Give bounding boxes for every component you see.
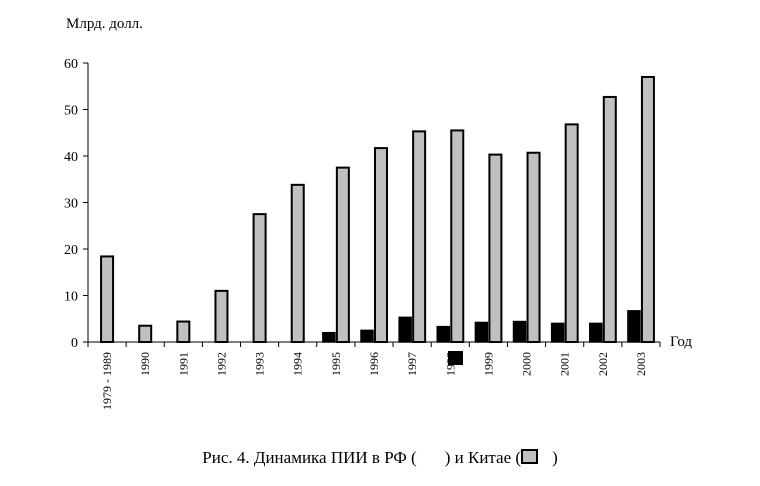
legend-swatch-china xyxy=(521,449,539,464)
bar-russia xyxy=(550,322,565,343)
y-tick-label: 10 xyxy=(64,290,78,305)
bar-china xyxy=(290,183,305,343)
bar-china xyxy=(640,75,655,343)
bar-russia xyxy=(474,321,489,343)
bar-russia xyxy=(398,316,412,343)
y-tick-label: 30 xyxy=(64,197,78,212)
x-tick-label: 1991 xyxy=(176,352,190,376)
bar-russia xyxy=(627,310,641,343)
legend-swatch-russia xyxy=(448,351,463,365)
caption-prefix: Рис. 4. Динамика ПИИ в РФ ( xyxy=(202,448,417,467)
x-tick-label: 1990 xyxy=(138,352,152,376)
y-tick-label: 40 xyxy=(64,150,78,165)
bar-china xyxy=(602,95,617,343)
bar-china xyxy=(488,153,503,343)
y-tick-label: 60 xyxy=(64,57,78,72)
x-tick-label: 2003 xyxy=(634,352,648,376)
bar-china xyxy=(564,123,579,343)
caption-suffix: ) xyxy=(552,448,558,467)
y-tick-label: 0 xyxy=(71,336,78,351)
x-tick-label: 1997 xyxy=(405,352,419,376)
caption-middle: ) и Китае ( xyxy=(444,448,522,467)
x-tick-label: 1992 xyxy=(214,352,228,376)
bar-russia xyxy=(512,320,527,343)
y-axis-label: Млрд. долл. xyxy=(66,16,143,32)
figure-caption: Рис. 4. Динамика ПИИ в РФ ( ) и Китае () xyxy=(0,448,760,468)
bar-china xyxy=(138,324,153,344)
bar-china xyxy=(252,213,267,343)
bar-china xyxy=(335,166,350,343)
bar-china xyxy=(374,147,388,343)
y-tick-label: 20 xyxy=(64,243,78,258)
x-tick-label: 2001 xyxy=(558,352,572,376)
bar-china xyxy=(214,289,229,344)
x-tick-label: 1994 xyxy=(291,352,305,376)
bar-china xyxy=(100,255,115,343)
bar-russia xyxy=(322,331,336,343)
bar-chart: 0 10 20 30 40 50 60 1979 - 1989 1990 1991 1992 1993… xyxy=(64,57,661,410)
bar-russia xyxy=(360,329,374,343)
x-axis-label: Год xyxy=(670,334,693,350)
bar-china xyxy=(526,151,541,343)
y-tick-label: 50 xyxy=(64,104,78,119)
x-tick-label: 2002 xyxy=(596,352,610,376)
bar-china xyxy=(176,320,191,344)
x-tick-label: 2000 xyxy=(520,352,534,376)
x-tick-label: 1993 xyxy=(253,352,267,376)
bar-russia xyxy=(589,322,603,343)
bar-china xyxy=(450,129,465,343)
x-tick-label: 1996 xyxy=(367,352,381,376)
x-tick-label: 1995 xyxy=(329,352,343,376)
x-tick-label: 1999 xyxy=(481,352,495,376)
bar-china xyxy=(412,130,427,343)
bar-russia xyxy=(436,325,451,343)
x-tick-label: 1979 - 1989 xyxy=(100,352,114,410)
